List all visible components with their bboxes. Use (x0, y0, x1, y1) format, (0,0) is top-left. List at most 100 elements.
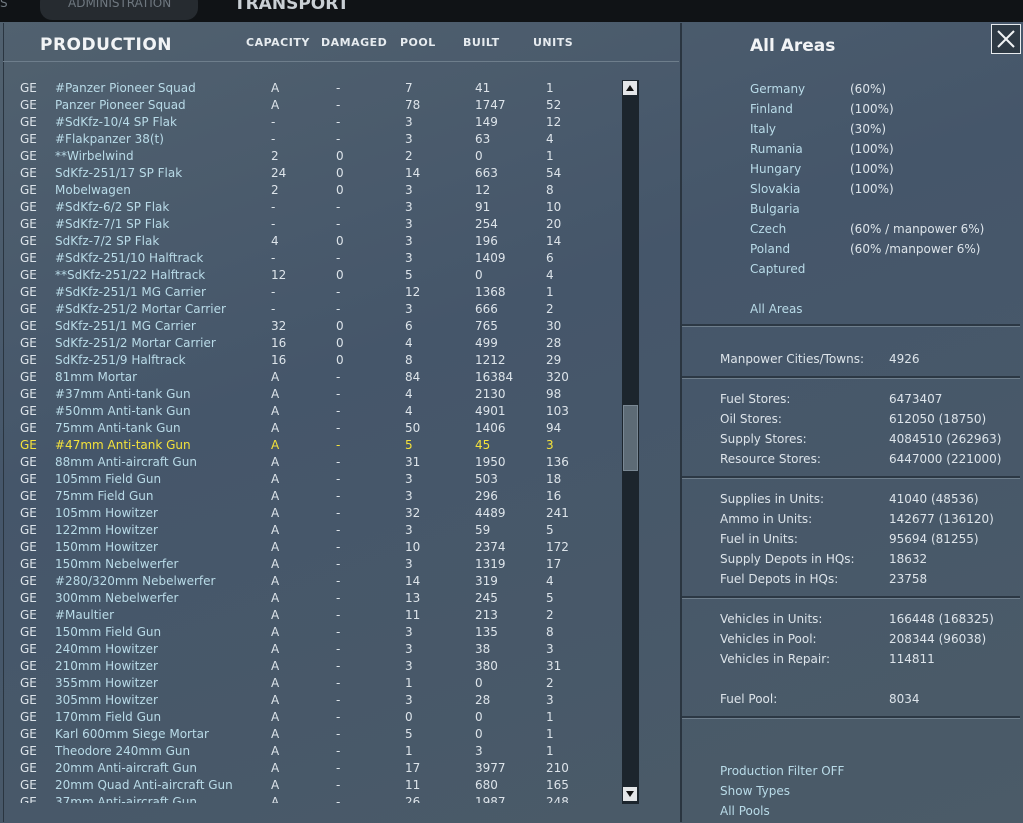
production-row[interactable]: GE **Wirbelwind 2 0 2 0 1 (0, 148, 620, 165)
link[interactable]: Production Filter OFF (720, 764, 845, 778)
country: GE (20, 251, 37, 265)
production-row[interactable]: GE 20mm Anti-aircraft Gun A - 17 3977 210 (0, 760, 620, 777)
country: GE (20, 234, 37, 248)
production-row[interactable]: GE 150mm Howitzer A - 10 2374 172 (0, 539, 620, 556)
divider (682, 476, 1020, 479)
production-row[interactable]: GE Panzer Pioneer Squad A - 78 1747 52 (0, 97, 620, 114)
production-row[interactable]: GE #SdKfz-7/1 SP Flak - - 3 254 20 (0, 216, 620, 233)
production-row[interactable]: GE 355mm Howitzer A - 1 0 2 (0, 675, 620, 692)
tab[interactable]: ADMINISTRATION (68, 0, 172, 10)
scroll-down[interactable] (623, 787, 637, 801)
production-row[interactable]: GE #37mm Anti-tank Gun A - 4 2130 98 (0, 386, 620, 403)
area-name[interactable]: Captured (750, 262, 806, 276)
column-header[interactable]: CAPACITY (246, 36, 310, 49)
pool: 26 (405, 795, 421, 803)
areas-title: All Areas (750, 36, 836, 56)
built: 213 (475, 608, 498, 622)
production-title: PRODUCTION (40, 35, 172, 55)
country: GE (20, 693, 37, 707)
production-row[interactable]: GE SdKfz-251/9 Halftrack 16 0 8 1212 29 (0, 352, 620, 369)
production-row[interactable]: GE #SdKfz-10/4 SP Flak - - 3 149 12 (0, 114, 620, 131)
area-name[interactable]: Finland (750, 102, 793, 116)
column-header[interactable]: BUILT (463, 36, 500, 49)
production-row[interactable]: GE 81mm Mortar A - 84 16384 320 (0, 369, 620, 386)
country: GE (20, 472, 37, 486)
unit-name: 88mm Anti-aircraft Gun (55, 455, 197, 469)
close-button[interactable] (991, 24, 1021, 54)
production-row[interactable]: GE 37mm Anti-aircraft Gun A - 26 1987 248 (0, 794, 620, 803)
production-row[interactable]: GE #SdKfz-251/10 Halftrack - - 3 1409 6 (0, 250, 620, 267)
production-row[interactable]: GE SdKfz-251/1 MG Carrier 32 0 6 765 30 (0, 318, 620, 335)
production-row[interactable]: GE **SdKfz-251/22 Halftrack 12 0 5 0 4 (0, 267, 620, 284)
production-row[interactable]: GE 150mm Field Gun A - 3 135 8 (0, 624, 620, 641)
damaged: - (336, 540, 341, 554)
production-row[interactable]: GE #Maultier A - 11 213 2 (0, 607, 620, 624)
link[interactable]: All Pools (720, 804, 770, 818)
column-header[interactable]: DAMAGED (321, 36, 388, 49)
scroll-up[interactable] (623, 81, 637, 95)
capacity: A (271, 591, 280, 605)
capacity: A (271, 81, 280, 95)
area-name[interactable]: Hungary (750, 162, 802, 176)
scrollbar[interactable] (622, 80, 639, 804)
stat-label: Supplies in Units: (720, 492, 825, 506)
damaged: 0 (336, 353, 344, 367)
area-name[interactable]: Poland (750, 242, 791, 256)
production-row[interactable]: GE Mobelwagen 2 0 3 12 8 (0, 182, 620, 199)
production-row[interactable]: GE #Flakpanzer 38(t) - - 3 63 4 (0, 131, 620, 148)
built: 503 (475, 472, 498, 486)
production-row[interactable]: GE #SdKfz-6/2 SP Flak - - 3 91 10 (0, 199, 620, 216)
production-row[interactable]: GE 75mm Anti-tank Gun A - 50 1406 94 (0, 420, 620, 437)
scroll-thumb[interactable] (623, 405, 638, 471)
area-name[interactable]: Bulgaria (750, 202, 800, 216)
production-row[interactable]: GE #47mm Anti-tank Gun A - 5 45 3 (0, 437, 620, 454)
area-name[interactable]: Germany (750, 82, 806, 96)
area-name[interactable]: Czech (750, 222, 787, 236)
production-row[interactable]: GE 305mm Howitzer A - 3 28 3 (0, 692, 620, 709)
tab[interactable]: S (0, 0, 8, 10)
production-row[interactable]: GE Theodore 240mm Gun A - 1 3 1 (0, 743, 620, 760)
country: GE (20, 421, 37, 435)
column-header[interactable]: UNITS (533, 36, 574, 49)
production-row[interactable]: GE 88mm Anti-aircraft Gun A - 31 1950 136 (0, 454, 620, 471)
production-row[interactable]: GE 210mm Howitzer A - 3 380 31 (0, 658, 620, 675)
production-row[interactable]: GE 122mm Howitzer A - 3 59 5 (0, 522, 620, 539)
link[interactable]: Show Types (720, 784, 791, 798)
production-row[interactable]: GE #Panzer Pioneer Squad A - 7 41 1 (0, 80, 620, 97)
production-row[interactable]: GE SdKfz-251/2 Mortar Carrier 16 0 4 499 28 (0, 335, 620, 352)
units: 241 (546, 506, 569, 520)
production-row[interactable]: GE 105mm Howitzer A - 32 4489 241 (0, 505, 620, 522)
tab-active[interactable]: TRANSPORT (234, 0, 350, 14)
production-row[interactable]: GE #50mm Anti-tank Gun A - 4 4901 103 (0, 403, 620, 420)
production-row[interactable]: GE 240mm Howitzer A - 3 38 3 (0, 641, 620, 658)
production-row[interactable]: GE 170mm Field Gun A - 0 0 1 (0, 709, 620, 726)
units: 5 (546, 591, 554, 605)
production-row[interactable]: GE 300mm Nebelwerfer A - 13 245 5 (0, 590, 620, 607)
production-row[interactable]: GE Karl 600mm Siege Mortar A - 5 0 1 (0, 726, 620, 743)
country: GE (20, 455, 37, 469)
country: GE (20, 166, 37, 180)
production-row[interactable]: GE #280/320mm Nebelwerfer A - 14 319 4 (0, 573, 620, 590)
area-name[interactable]: Italy (750, 122, 777, 136)
production-row[interactable]: GE 105mm Field Gun A - 3 503 18 (0, 471, 620, 488)
unit-name: **SdKfz-251/22 Halftrack (55, 268, 206, 282)
production-row[interactable]: GE #SdKfz-251/1 MG Carrier - - 12 1368 1 (0, 284, 620, 301)
built: 2374 (475, 540, 506, 554)
area-name[interactable]: Rumania (750, 142, 803, 156)
damaged: - (336, 438, 341, 452)
production-row[interactable]: GE SdKfz-7/2 SP Flak 4 0 3 196 14 (0, 233, 620, 250)
pool: 3 (405, 132, 413, 146)
column-header[interactable]: POOL (400, 36, 436, 49)
production-row[interactable]: GE SdKfz-251/17 SP Flak 24 0 14 663 54 (0, 165, 620, 182)
production-row[interactable]: GE 75mm Field Gun A - 3 296 16 (0, 488, 620, 505)
area-name[interactable]: Slovakia (750, 182, 801, 196)
production-row[interactable]: GE #SdKfz-251/2 Mortar Carrier - - 3 666 2 (0, 301, 620, 318)
area-all[interactable]: All Areas (750, 302, 803, 316)
damaged: - (336, 557, 341, 571)
pool: 3 (405, 115, 413, 129)
production-row[interactable]: GE 150mm Nebelwerfer A - 3 1319 17 (0, 556, 620, 573)
production-row[interactable]: GE 20mm Quad Anti-aircraft Gun A - 11 680 165 (0, 777, 620, 794)
damaged: 0 (336, 234, 344, 248)
built: 1950 (475, 455, 506, 469)
units: 3 (546, 438, 554, 452)
